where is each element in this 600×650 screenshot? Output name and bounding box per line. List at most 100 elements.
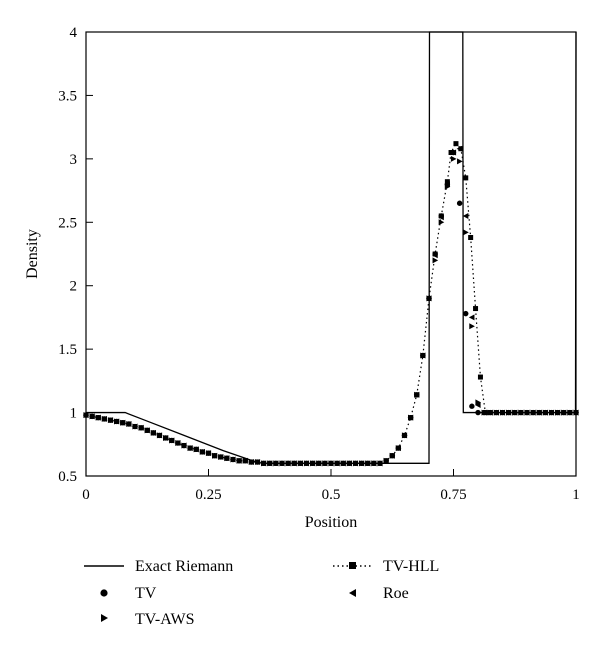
legend-tv-hll-square-swatch	[349, 562, 356, 569]
x-axis-title: Position	[305, 514, 357, 531]
roe-point	[223, 455, 230, 462]
roe-point	[272, 460, 279, 467]
roe-point	[193, 446, 199, 453]
roe-point	[309, 460, 316, 467]
legend-label-exact: Exact Riemann	[135, 558, 233, 575]
roe-point	[456, 145, 463, 152]
roe-point	[101, 415, 107, 422]
roe-point	[401, 432, 408, 439]
roe-point	[511, 409, 518, 416]
roe-point	[352, 460, 359, 467]
roe-point	[573, 409, 579, 416]
tv-hll-point	[463, 175, 469, 181]
roe-point	[517, 409, 524, 416]
x-tick-label: 0	[82, 487, 90, 503]
legend: Exact Riemann TV TV-AWS TV-HLL Roe	[84, 558, 439, 628]
axis-ticks: 0 0.25 0.5 0.75 1 0.5 1 1.5 2 2.5 3 3.5 4	[58, 25, 580, 503]
roe-point	[560, 409, 567, 416]
roe-point	[377, 460, 383, 467]
roe-point	[542, 409, 548, 416]
roe-point	[444, 181, 450, 188]
roe-point	[524, 409, 530, 416]
tv-aws-point	[432, 257, 439, 264]
roe-point	[340, 460, 346, 467]
roe-point	[168, 437, 175, 444]
roe-point	[150, 429, 156, 436]
roe-point	[328, 460, 334, 467]
roe-point	[303, 460, 310, 467]
roe-point	[248, 459, 254, 466]
roe-point	[364, 460, 371, 467]
roe-point	[419, 352, 426, 359]
legend-label-tv-aws: TV-AWS	[135, 611, 194, 628]
roe-point	[291, 460, 297, 467]
roe-point	[548, 409, 555, 416]
tv-hll-point	[477, 374, 483, 380]
roe-point	[279, 460, 285, 467]
roe-point	[499, 409, 506, 416]
tv-hll-point	[468, 235, 474, 241]
roe-point	[395, 445, 401, 452]
legend-roe-triangle-swatch	[349, 589, 356, 597]
roe-point	[156, 432, 163, 439]
roe-point	[107, 417, 114, 424]
roe-point	[199, 448, 205, 455]
roe-point	[383, 457, 389, 464]
roe-point	[530, 409, 536, 416]
y-tick-label: 3	[70, 152, 78, 168]
roe-point	[554, 409, 561, 416]
y-tick-label: 1.5	[58, 342, 77, 358]
roe-point	[211, 452, 218, 459]
roe-point	[266, 460, 273, 467]
roe-point	[407, 414, 414, 421]
roe-point	[83, 412, 89, 419]
y-tick-label: 4	[70, 25, 78, 41]
roe-point	[285, 460, 291, 467]
y-tick-label: 2.5	[58, 215, 77, 231]
tv-aws-point	[438, 219, 445, 226]
roe-point	[426, 295, 432, 302]
roe-point	[242, 457, 248, 464]
tv-aws-point	[450, 155, 457, 162]
roe-point	[321, 460, 328, 467]
tv-aws-point	[457, 158, 463, 165]
tv-aws-point	[475, 399, 481, 406]
roe-point	[432, 252, 438, 259]
roe-point	[174, 440, 181, 447]
legend-label-tv: TV	[135, 585, 157, 602]
y-tick-label: 0.5	[58, 469, 77, 485]
legend-tv-circle-swatch	[100, 589, 108, 597]
roe-point	[566, 409, 573, 416]
tv-hll-point	[444, 179, 450, 185]
tv-point	[463, 310, 469, 317]
legend-label-roe: Roe	[383, 585, 409, 602]
roe-point	[450, 149, 457, 156]
roe-point	[346, 460, 352, 467]
roe-point	[89, 413, 95, 420]
roe-point	[217, 453, 224, 460]
roe-point	[144, 427, 150, 434]
y-tick-label: 2	[70, 279, 78, 295]
tv-point	[475, 409, 481, 416]
roe-point	[481, 409, 487, 416]
roe-point	[187, 445, 193, 452]
tv-aws-point	[444, 183, 451, 190]
y-tick-label: 1	[70, 406, 78, 422]
roe-point	[487, 409, 493, 416]
legend-tv-aws-triangle-swatch	[101, 614, 108, 622]
roe-point	[370, 460, 377, 467]
x-tick-label: 0.5	[322, 487, 341, 503]
roe-point	[205, 450, 212, 457]
roe-point	[315, 460, 322, 467]
roe-point	[236, 457, 242, 464]
plot-frame	[85, 31, 577, 477]
roe-point	[138, 424, 144, 431]
y-axis-title: Density	[24, 229, 41, 279]
tv-aws-point	[469, 323, 475, 330]
roe-point	[162, 434, 169, 441]
roe-point	[297, 460, 303, 467]
x-tick-label: 0.25	[195, 487, 221, 503]
roe-point	[230, 456, 236, 463]
tv-aws-point	[463, 229, 469, 236]
